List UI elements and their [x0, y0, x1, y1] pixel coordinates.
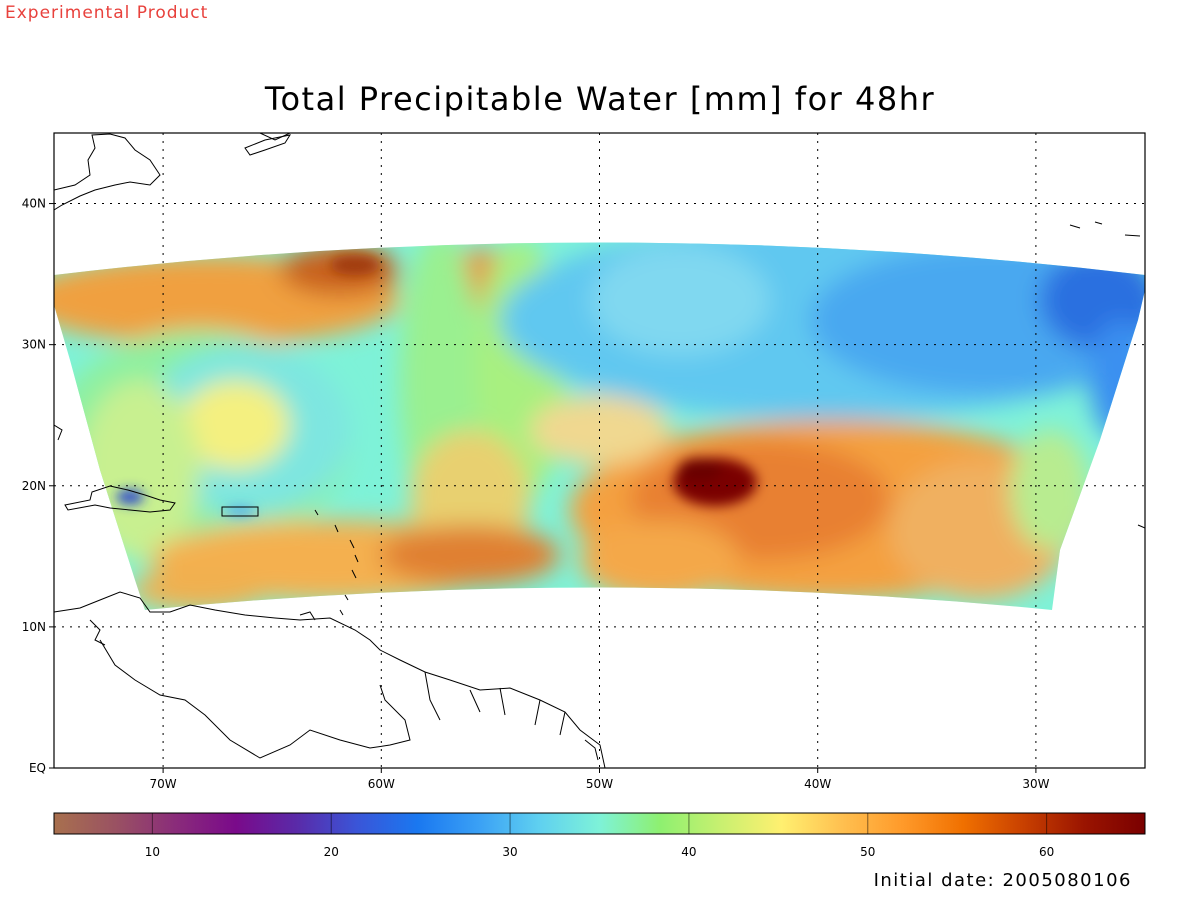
lon-tick-label: 50W: [586, 777, 613, 791]
colorbar-tick-label: 10: [145, 845, 160, 859]
lon-tick-label: 70W: [150, 777, 177, 791]
coast-nova-scotia: [244, 134, 292, 156]
coast-maracaibo: [89, 619, 106, 646]
coast-north-america: [54, 133, 161, 211]
lat-tick-label: 10N: [22, 620, 46, 634]
colorbar-tick-label: 30: [502, 845, 517, 859]
colorbar: [53, 812, 1146, 835]
coast-lesser-antilles: [314, 509, 359, 616]
colorbar-tick-label: 20: [324, 845, 339, 859]
experimental-product-label: Experimental Product: [5, 3, 209, 23]
initial-date-label: Initial date: 2005080106: [873, 870, 1132, 891]
lat-tick-label: EQ: [29, 761, 46, 775]
map-title: Total Precipitable Water [mm] for 48hr: [264, 80, 936, 118]
latitude-tick-labels: EQ 10N 20N 30N 40N: [22, 197, 54, 775]
lon-tick-label: 40W: [804, 777, 831, 791]
coast-newfoundland: [259, 133, 291, 141]
coast-trinidad: [299, 611, 316, 621]
coast-amazon-mouth: [584, 739, 599, 761]
precipitable-water-field: [54, 242, 1145, 610]
coast-cape-verde: [1137, 524, 1145, 529]
colorbar-tick-labels: 10 20 30 40 50 60: [145, 813, 1054, 859]
coast-azores: [1069, 221, 1141, 237]
coastlines: [54, 133, 1145, 768]
longitude-tick-labels: 70W 60W 50W 40W 30W: [150, 768, 1050, 791]
coast-south-america: [54, 591, 606, 768]
colorbar-tick-label: 60: [1039, 845, 1054, 859]
map-grid: [54, 133, 1145, 768]
colorbar-tick-label: 50: [860, 845, 875, 859]
lon-tick-label: 30W: [1022, 777, 1049, 791]
border-guianas: [424, 671, 566, 736]
coast-hispaniola: [64, 485, 176, 513]
lat-tick-label: 30N: [22, 338, 46, 352]
coast-puerto-rico: [221, 506, 259, 517]
colorbar-tick-label: 40: [681, 845, 696, 859]
lat-tick-label: 40N: [22, 197, 46, 211]
coast-cuba: [54, 424, 63, 441]
lon-tick-label: 60W: [368, 777, 395, 791]
coast-venezuela-inland: [99, 639, 411, 759]
lat-tick-label: 20N: [22, 479, 46, 493]
